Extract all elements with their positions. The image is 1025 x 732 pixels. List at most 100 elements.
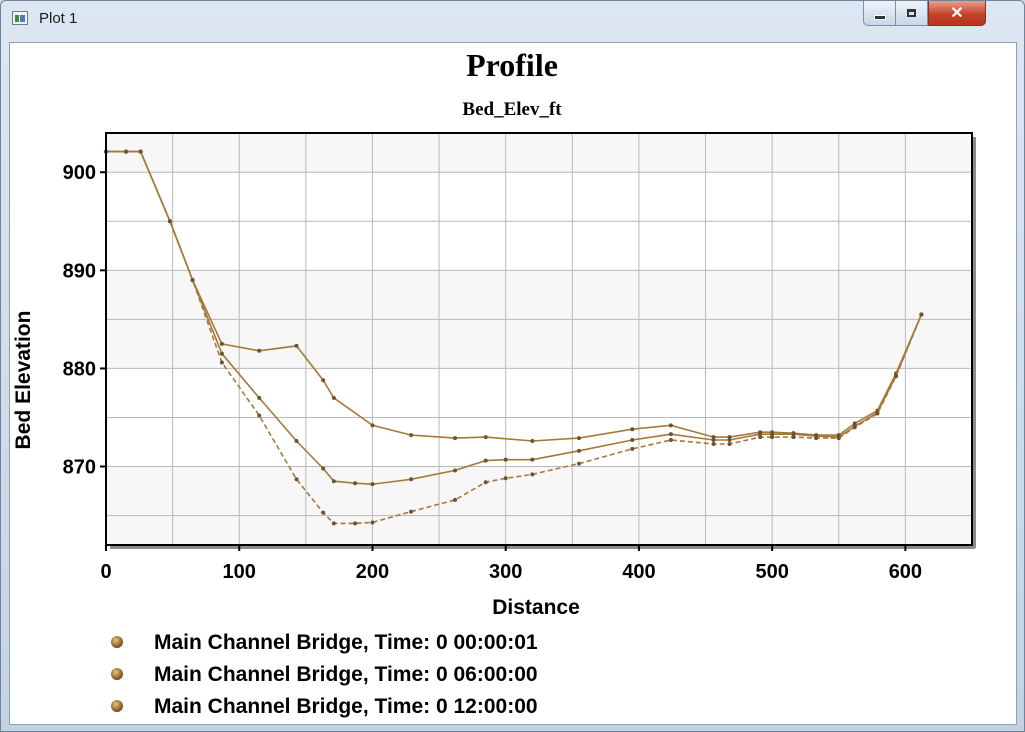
data-point (630, 446, 635, 451)
legend-marker-icon (111, 668, 123, 680)
data-point (257, 413, 262, 418)
close-icon: ✕ (950, 5, 964, 22)
data-point (791, 435, 796, 440)
data-point (409, 433, 414, 438)
data-point (503, 476, 508, 481)
maximize-button[interactable] (895, 1, 928, 26)
data-point (123, 149, 128, 154)
data-point (894, 374, 899, 379)
legend-label: Main Channel Bridge, Time: 0 06:00:00 (154, 663, 538, 686)
data-point (530, 439, 535, 444)
chart-subtitle: Bed_Elev_ft (462, 99, 562, 120)
x-tick-label: 600 (889, 561, 922, 583)
data-point (370, 482, 375, 487)
series (104, 149, 924, 526)
data-point (294, 439, 299, 444)
data-point (453, 436, 458, 441)
data-point (711, 441, 716, 446)
legend-item[interactable]: Main Channel Bridge, Time: 0 12:00:00 (111, 695, 538, 718)
x-tick-label: 100 (223, 561, 256, 583)
data-point (331, 521, 336, 526)
data-point (321, 510, 326, 515)
legend-label: Main Channel Bridge, Time: 0 00:00:01 (154, 631, 538, 654)
y-tick-label: 870 (63, 457, 96, 479)
data-point (727, 438, 732, 443)
maximize-icon (907, 9, 916, 17)
minimize-button[interactable] (863, 1, 896, 26)
y-tick-label: 890 (63, 260, 96, 282)
plot-area-container: Profile Bed_Elev_ft 0 100 200 300 400 500 600 8… (9, 42, 1017, 725)
data-point (758, 435, 763, 440)
x-tick-label: 300 (489, 561, 522, 583)
data-point (836, 436, 841, 441)
data-point (711, 435, 716, 440)
data-point (770, 432, 775, 437)
grid-lines (106, 133, 972, 545)
data-point (576, 461, 581, 466)
close-button[interactable]: ✕ (928, 1, 986, 26)
y-axis-label: Bed Elevation (12, 311, 35, 450)
minimize-icon (873, 14, 886, 20)
data-point (727, 435, 732, 440)
data-point (758, 432, 763, 437)
legend-item[interactable]: Main Channel Bridge, Time: 0 06:00:00 (111, 663, 538, 686)
app-icon (12, 11, 28, 25)
title-bar[interactable]: Plot 1 ✕ (1, 1, 1024, 37)
data-point (138, 149, 143, 154)
window-title: Plot 1 (39, 10, 78, 27)
x-tick-label: 500 (755, 561, 788, 583)
data-point (453, 497, 458, 502)
data-point (668, 438, 673, 443)
data-point (483, 480, 488, 485)
data-point (409, 509, 414, 514)
data-point (852, 421, 857, 426)
data-point (770, 435, 775, 440)
data-point (875, 411, 880, 416)
data-point (668, 423, 673, 428)
data-point (630, 438, 635, 443)
data-point (814, 436, 819, 441)
data-point (294, 477, 299, 482)
data-point (483, 458, 488, 463)
plot-frame (105, 132, 976, 549)
data-point (331, 395, 336, 400)
data-point (503, 457, 508, 462)
data-point (530, 457, 535, 462)
legend-label: Main Channel Bridge, Time: 0 12:00:00 (154, 695, 538, 718)
data-point (321, 466, 326, 471)
y-tick-label: 900 (63, 162, 96, 184)
x-tick-label: 400 (622, 561, 655, 583)
data-point (353, 521, 358, 526)
data-point (727, 441, 732, 446)
data-point (483, 435, 488, 440)
frame-border (105, 132, 973, 546)
plot-background (106, 133, 972, 545)
data-point (257, 348, 262, 353)
profile-chart: Profile Bed_Elev_ft 0 100 200 300 400 500 600 8… (12, 47, 976, 718)
data-point (219, 351, 224, 356)
data-point (711, 438, 716, 443)
axis-ticks: 0 100 200 300 400 500 600 870 880 890 900 (63, 162, 922, 583)
legend-marker-icon (111, 636, 123, 648)
data-point (453, 468, 458, 473)
data-point (190, 278, 195, 283)
legend: Main Channel Bridge, Time: 0 00:00:01 Ma… (111, 631, 538, 718)
plot-band (106, 133, 972, 173)
x-axis-label: Distance (492, 596, 580, 619)
data-point (630, 427, 635, 432)
data-point (852, 425, 857, 430)
data-point (791, 432, 796, 437)
plot-band (106, 466, 972, 545)
y-tick-label: 880 (63, 358, 96, 380)
legend-item[interactable]: Main Channel Bridge, Time: 0 00:00:01 (111, 631, 538, 654)
data-point (219, 341, 224, 346)
data-point (668, 432, 673, 437)
data-point (576, 448, 581, 453)
series-layer (104, 149, 924, 526)
data-point (409, 477, 414, 482)
data-point (167, 219, 172, 224)
data-point (257, 395, 262, 400)
data-point (919, 312, 924, 317)
chart-title: Profile (466, 47, 558, 83)
